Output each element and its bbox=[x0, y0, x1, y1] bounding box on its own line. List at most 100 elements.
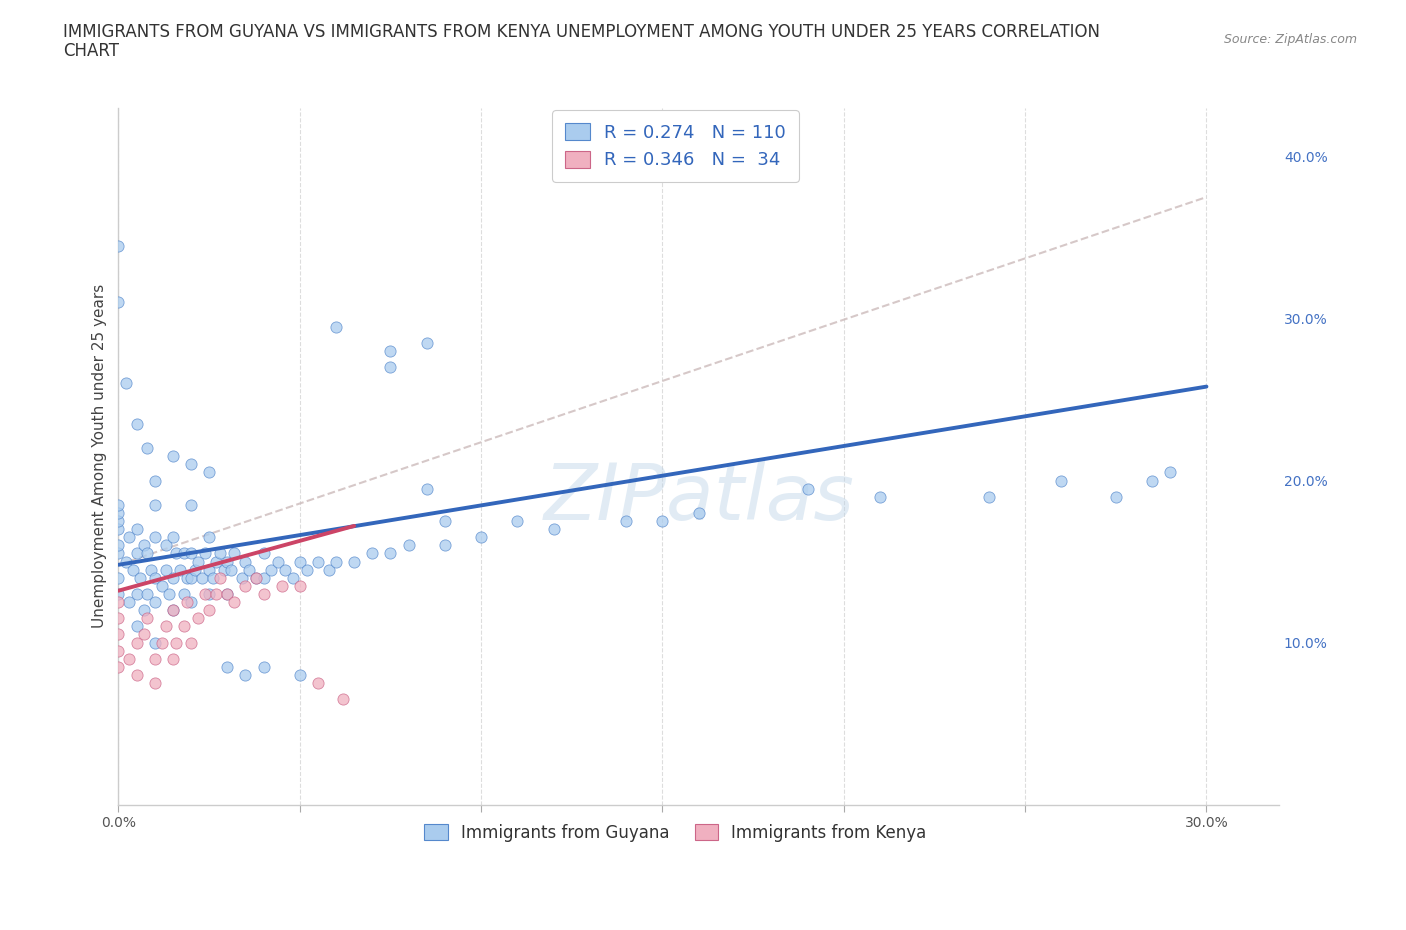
Point bbox=[136, 441, 159, 456]
Point bbox=[157, 587, 180, 602]
Point bbox=[143, 530, 166, 545]
Point bbox=[238, 563, 260, 578]
Point bbox=[252, 659, 274, 674]
Point bbox=[260, 563, 283, 578]
Point bbox=[139, 563, 162, 578]
Point bbox=[143, 570, 166, 585]
Point bbox=[169, 563, 191, 578]
Point bbox=[107, 644, 129, 658]
Point bbox=[470, 530, 492, 545]
Point bbox=[118, 530, 141, 545]
Point bbox=[180, 635, 202, 650]
Point bbox=[1159, 465, 1181, 480]
Point bbox=[231, 570, 253, 585]
Y-axis label: Unemployment Among Youth under 25 years: Unemployment Among Youth under 25 years bbox=[93, 285, 107, 629]
Point bbox=[1140, 473, 1163, 488]
Point bbox=[343, 554, 366, 569]
Point bbox=[361, 546, 384, 561]
Point bbox=[118, 651, 141, 666]
Point bbox=[198, 603, 221, 618]
Point bbox=[270, 578, 292, 593]
Point bbox=[125, 417, 148, 432]
Point bbox=[506, 513, 529, 528]
Point bbox=[183, 563, 205, 578]
Point bbox=[224, 594, 246, 609]
Point bbox=[136, 611, 159, 626]
Point bbox=[245, 570, 267, 585]
Point bbox=[143, 498, 166, 512]
Point bbox=[198, 465, 221, 480]
Point bbox=[235, 668, 257, 683]
Point bbox=[143, 594, 166, 609]
Point bbox=[252, 546, 274, 561]
Point bbox=[194, 587, 217, 602]
Text: IMMIGRANTS FROM GUYANA VS IMMIGRANTS FROM KENYA UNEMPLOYMENT AMONG YOUTH UNDER 2: IMMIGRANTS FROM GUYANA VS IMMIGRANTS FRO… bbox=[63, 23, 1101, 41]
Point bbox=[332, 692, 354, 707]
Point bbox=[132, 538, 155, 552]
Point bbox=[869, 489, 891, 504]
Point bbox=[107, 506, 129, 521]
Point bbox=[143, 473, 166, 488]
Point bbox=[688, 506, 710, 521]
Point bbox=[136, 587, 159, 602]
Point bbox=[208, 570, 231, 585]
Point bbox=[252, 570, 274, 585]
Point bbox=[107, 594, 129, 609]
Point bbox=[325, 554, 347, 569]
Point bbox=[107, 538, 129, 552]
Point bbox=[212, 563, 235, 578]
Point bbox=[307, 675, 329, 690]
Point bbox=[187, 554, 209, 569]
Point bbox=[180, 546, 202, 561]
Point bbox=[288, 668, 311, 683]
Point bbox=[198, 587, 221, 602]
Point bbox=[143, 635, 166, 650]
Point bbox=[180, 594, 202, 609]
Point bbox=[651, 513, 673, 528]
Point bbox=[162, 530, 184, 545]
Point bbox=[155, 563, 177, 578]
Point bbox=[415, 336, 437, 351]
Point bbox=[281, 570, 304, 585]
Point bbox=[201, 570, 224, 585]
Point bbox=[307, 554, 329, 569]
Point bbox=[136, 546, 159, 561]
Point bbox=[318, 563, 340, 578]
Point bbox=[543, 522, 565, 537]
Point bbox=[173, 618, 195, 633]
Point bbox=[180, 570, 202, 585]
Point bbox=[125, 587, 148, 602]
Point bbox=[107, 587, 129, 602]
Text: Source: ZipAtlas.com: Source: ZipAtlas.com bbox=[1223, 33, 1357, 46]
Point bbox=[433, 513, 456, 528]
Point bbox=[107, 659, 129, 674]
Point bbox=[107, 498, 129, 512]
Point bbox=[150, 635, 173, 650]
Point bbox=[122, 563, 145, 578]
Point bbox=[191, 570, 214, 585]
Point bbox=[194, 546, 217, 561]
Point bbox=[125, 635, 148, 650]
Text: CHART: CHART bbox=[63, 42, 120, 60]
Point bbox=[166, 546, 188, 561]
Point bbox=[274, 563, 297, 578]
Text: ZIPatlas: ZIPatlas bbox=[543, 460, 855, 536]
Point bbox=[415, 481, 437, 496]
Point bbox=[114, 376, 136, 391]
Point bbox=[217, 587, 239, 602]
Point bbox=[125, 546, 148, 561]
Point bbox=[107, 570, 129, 585]
Point bbox=[224, 546, 246, 561]
Point bbox=[162, 603, 184, 618]
Point bbox=[380, 343, 402, 358]
Point bbox=[614, 513, 637, 528]
Point bbox=[187, 611, 209, 626]
Point bbox=[173, 546, 195, 561]
Point bbox=[205, 554, 228, 569]
Point bbox=[977, 489, 1000, 504]
Point bbox=[125, 618, 148, 633]
Point bbox=[325, 319, 347, 334]
Point bbox=[114, 554, 136, 569]
Point bbox=[217, 659, 239, 674]
Point bbox=[150, 578, 173, 593]
